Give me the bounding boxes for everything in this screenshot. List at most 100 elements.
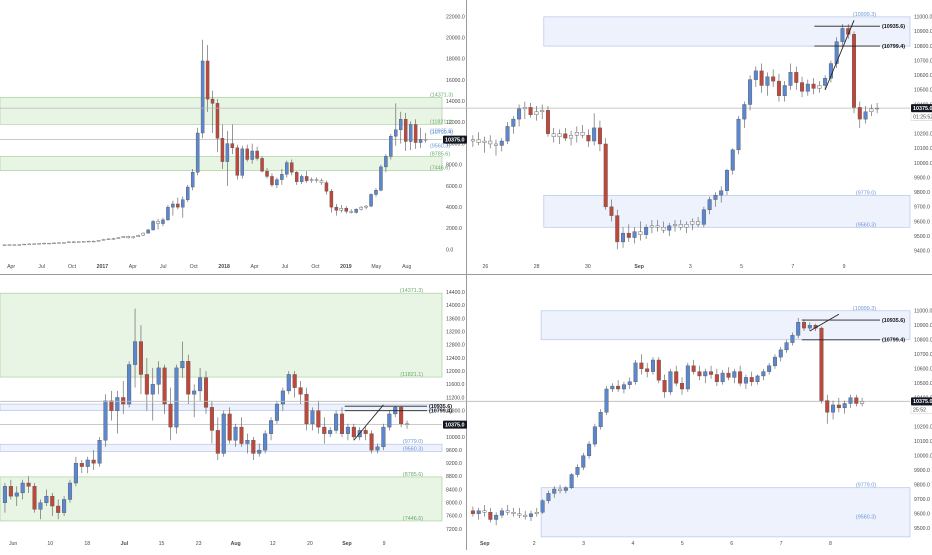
candle-bullish[interactable] — [707, 199, 712, 210]
candle-bullish[interactable] — [116, 237, 121, 239]
candle-bearish[interactable] — [656, 359, 661, 381]
candle-bearish[interactable] — [493, 143, 498, 146]
candle-bullish[interactable] — [782, 85, 787, 96]
candle-bullish[interactable] — [101, 239, 106, 241]
candle-bullish[interactable] — [257, 449, 262, 454]
candle-bullish[interactable] — [408, 124, 413, 142]
candle-bearish[interactable] — [802, 322, 807, 329]
candle-bearish[interactable] — [91, 459, 96, 464]
candle-bullish[interactable] — [540, 500, 545, 513]
candle-bullish[interactable] — [146, 229, 150, 234]
candle-bullish[interactable] — [73, 463, 78, 484]
candle-bullish[interactable] — [668, 371, 673, 393]
candle-bullish[interactable] — [381, 426, 386, 448]
candle-bullish[interactable] — [534, 111, 539, 115]
candle-bullish[interactable] — [772, 356, 777, 367]
candle-bullish[interactable] — [339, 208, 344, 211]
candle-bullish[interactable] — [374, 190, 378, 195]
candle-bearish[interactable] — [476, 139, 481, 143]
candle-bullish[interactable] — [805, 83, 810, 92]
candle-bearish[interactable] — [470, 510, 475, 514]
candle-bullish[interactable] — [12, 244, 17, 246]
candle-bearish[interactable] — [523, 514, 528, 517]
candle-bullish[interactable] — [286, 374, 291, 392]
candle-bullish[interactable] — [673, 224, 677, 227]
candle-bearish[interactable] — [405, 423, 410, 425]
candle-bearish[interactable] — [517, 513, 522, 516]
candle-bullish[interactable] — [166, 206, 170, 221]
candle-bearish[interactable] — [329, 191, 334, 208]
candle-bearish[interactable] — [126, 236, 131, 239]
candle-bearish[interactable] — [825, 400, 830, 413]
candle-bullish[interactable] — [233, 426, 238, 441]
candle-bullish[interactable] — [106, 238, 111, 240]
candle-bullish[interactable] — [171, 203, 175, 208]
candle-bearish[interactable] — [351, 426, 356, 438]
candle-bullish[interactable] — [598, 412, 603, 427]
candle-bullish[interactable] — [44, 495, 49, 503]
candle-bullish[interactable] — [761, 371, 766, 377]
candle-bullish[interactable] — [848, 397, 853, 404]
candle-bearish[interactable] — [176, 203, 180, 208]
candle-bullish[interactable] — [280, 174, 284, 180]
candle-bearish[interactable] — [369, 433, 374, 451]
candle-bullish[interactable] — [418, 139, 423, 143]
candle-bearish[interactable] — [771, 76, 776, 82]
candle-bullish[interactable] — [667, 225, 672, 231]
candle-bullish[interactable] — [860, 401, 865, 404]
candle-bullish[interactable] — [345, 426, 350, 434]
candle-bullish[interactable] — [574, 132, 579, 136]
candle-bearish[interactable] — [304, 176, 309, 181]
candle-bullish[interactable] — [394, 129, 398, 137]
candle-bullish[interactable] — [151, 221, 155, 231]
candle-bearish[interactable] — [186, 361, 191, 395]
candle-bullish[interactable] — [796, 322, 801, 336]
candle-bearish[interactable] — [294, 171, 299, 182]
candle-bullish[interactable] — [627, 381, 632, 385]
candle-bullish[interactable] — [225, 143, 230, 162]
candle-bullish[interactable] — [133, 341, 138, 365]
candle-bullish[interactable] — [724, 170, 729, 191]
candle-bullish[interactable] — [621, 384, 626, 390]
candle-bullish[interactable] — [32, 243, 36, 245]
candle-bearish[interactable] — [800, 82, 805, 92]
candle-bearish[interactable] — [162, 367, 167, 405]
candle-bearish[interactable] — [811, 83, 816, 89]
candle-bullish[interactable] — [644, 227, 649, 235]
candle-bullish[interactable] — [150, 384, 155, 395]
candle-bullish[interactable] — [713, 194, 718, 200]
candle-bullish[interactable] — [192, 390, 197, 395]
candle-bearish[interactable] — [349, 211, 353, 213]
candle-bullish[interactable] — [720, 372, 725, 382]
candle-bearish[interactable] — [638, 231, 643, 235]
candle-bearish[interactable] — [603, 143, 608, 208]
candle-bearish[interactable] — [239, 426, 244, 444]
candle-bearish[interactable] — [488, 140, 493, 145]
candle-bullish[interactable] — [511, 118, 516, 127]
candle-bullish[interactable] — [67, 482, 73, 500]
candle-bullish[interactable] — [840, 28, 845, 42]
candle-bearish[interactable] — [319, 180, 324, 183]
candle-bullish[interactable] — [621, 232, 626, 243]
candle-bullish[interactable] — [62, 499, 67, 513]
candle-bullish[interactable] — [569, 474, 574, 488]
candle-bullish[interactable] — [499, 140, 504, 146]
candle-bearish[interactable] — [230, 143, 235, 149]
candle-bullish[interactable] — [22, 243, 27, 246]
candle-bullish[interactable] — [505, 126, 510, 142]
candle-bullish[interactable] — [354, 209, 358, 213]
candle-bullish[interactable] — [748, 79, 753, 105]
candle-bullish[interactable] — [190, 171, 195, 188]
candle-bullish[interactable] — [592, 127, 597, 142]
candle-bearish[interactable] — [270, 176, 274, 186]
candle-bullish[interactable] — [649, 225, 654, 228]
candle-bullish[interactable] — [575, 467, 580, 475]
candle-bullish[interactable] — [869, 108, 874, 113]
candle-bearish[interactable] — [482, 510, 487, 513]
candle-bullish[interactable] — [552, 488, 557, 494]
candle-bearish[interactable] — [714, 374, 719, 382]
candle-bearish[interactable] — [322, 426, 327, 434]
candle-bearish[interactable] — [674, 371, 679, 384]
candle-bullish[interactable] — [767, 365, 772, 372]
candle-bearish[interactable] — [91, 240, 96, 243]
